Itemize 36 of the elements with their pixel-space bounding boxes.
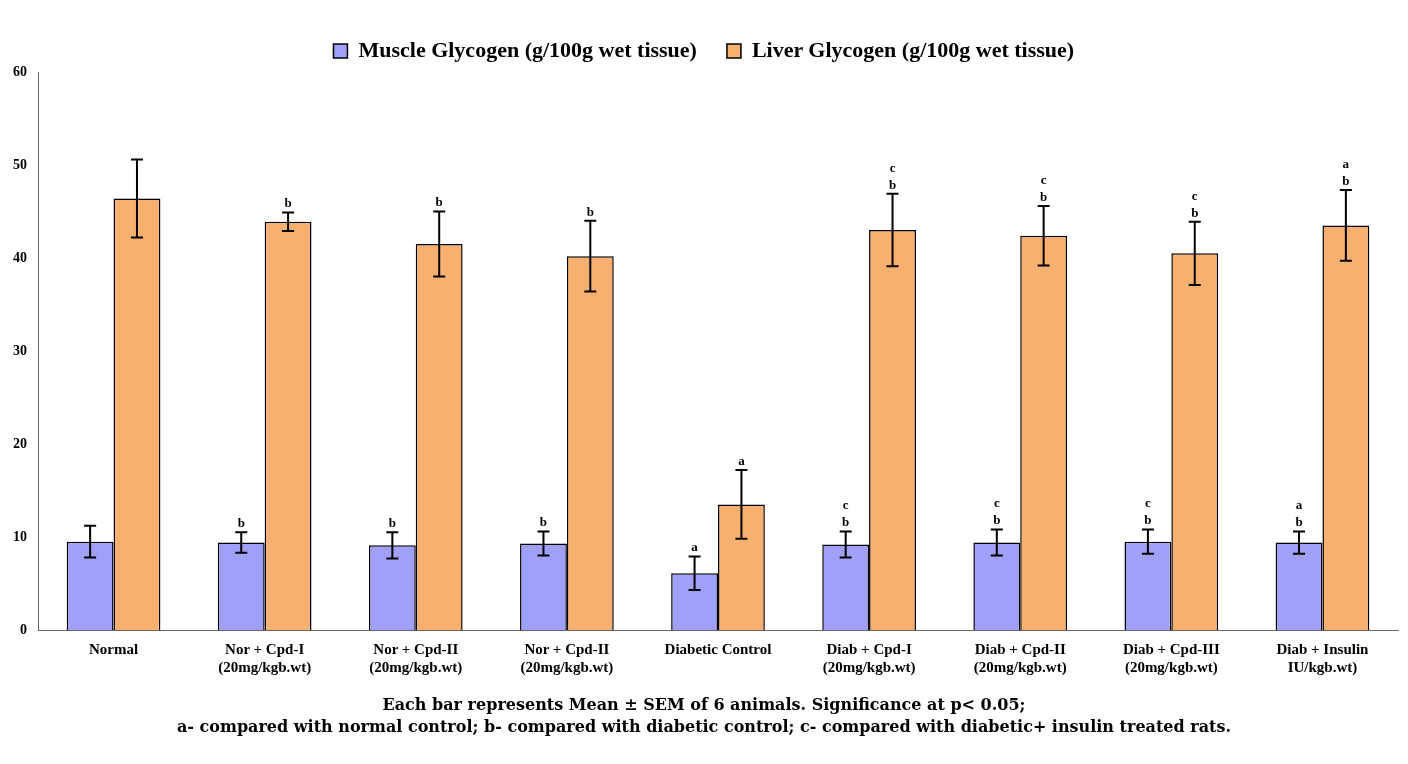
y-tick-label: 40 — [13, 249, 27, 265]
legend-label: Muscle Glycogen (g/100g wet tissue) — [358, 36, 697, 62]
x-tick-label: Nor + Cpd-II (20mg/kgb.wt) — [369, 640, 463, 676]
y-tick-label: 10 — [13, 528, 27, 544]
data-label: b — [237, 515, 245, 531]
y-tick-label: 60 — [13, 63, 27, 79]
data-label: b — [539, 514, 548, 530]
data-label: a — [691, 539, 699, 555]
x-tick-label: Nor + Cpd-I (20mg/kgb.wt) — [218, 640, 312, 676]
data-label: c b — [888, 159, 897, 192]
data-label: c b — [1144, 495, 1152, 528]
data-label: c b — [993, 495, 1001, 528]
data-label: c b — [1191, 187, 1199, 220]
x-tick-label: Nor + Cpd-II (20mg/kgb.wt) — [520, 640, 614, 676]
data-label: a b — [1295, 497, 1303, 530]
data-label: a — [738, 452, 746, 468]
x-tick-label: Diabetic Control — [664, 640, 772, 657]
y-tick-label: 30 — [13, 342, 27, 358]
data-label: c b — [842, 497, 850, 530]
x-tick-label: Diab + Insulin IU/kgb.wt) — [1276, 640, 1370, 676]
data-label: a b — [1342, 155, 1350, 188]
y-tick-label: 20 — [13, 435, 27, 451]
data-label: c b — [1040, 171, 1048, 204]
x-tick-label: Normal — [88, 640, 139, 657]
x-tick-label: Diab + Cpd-II (20mg/kgb.wt) — [973, 640, 1067, 676]
data-label: b — [586, 203, 594, 219]
x-tick-label: Diab + Cpd-I (20mg/kgb.wt) — [822, 640, 916, 676]
data-label: b — [284, 195, 292, 211]
text: Each bar represents Mean ± SEM of 6 animals. Significance at p< 0.05; — [381, 694, 1027, 716]
y-tick-label: 0 — [20, 621, 27, 637]
text: a- compared with normal control; b- compared with diabetic control; c- compared with diabetic+ insulin treated rats. — [175, 716, 1233, 738]
legend-label: Liver Glycogen (g/100g wet tissue) — [751, 36, 1075, 62]
x-tick-label: Diab + Cpd-III (20mg/kgb.wt) — [1122, 640, 1220, 676]
data-label: b — [388, 515, 396, 531]
data-label: b — [435, 194, 443, 210]
y-tick-label: 50 — [13, 156, 27, 172]
